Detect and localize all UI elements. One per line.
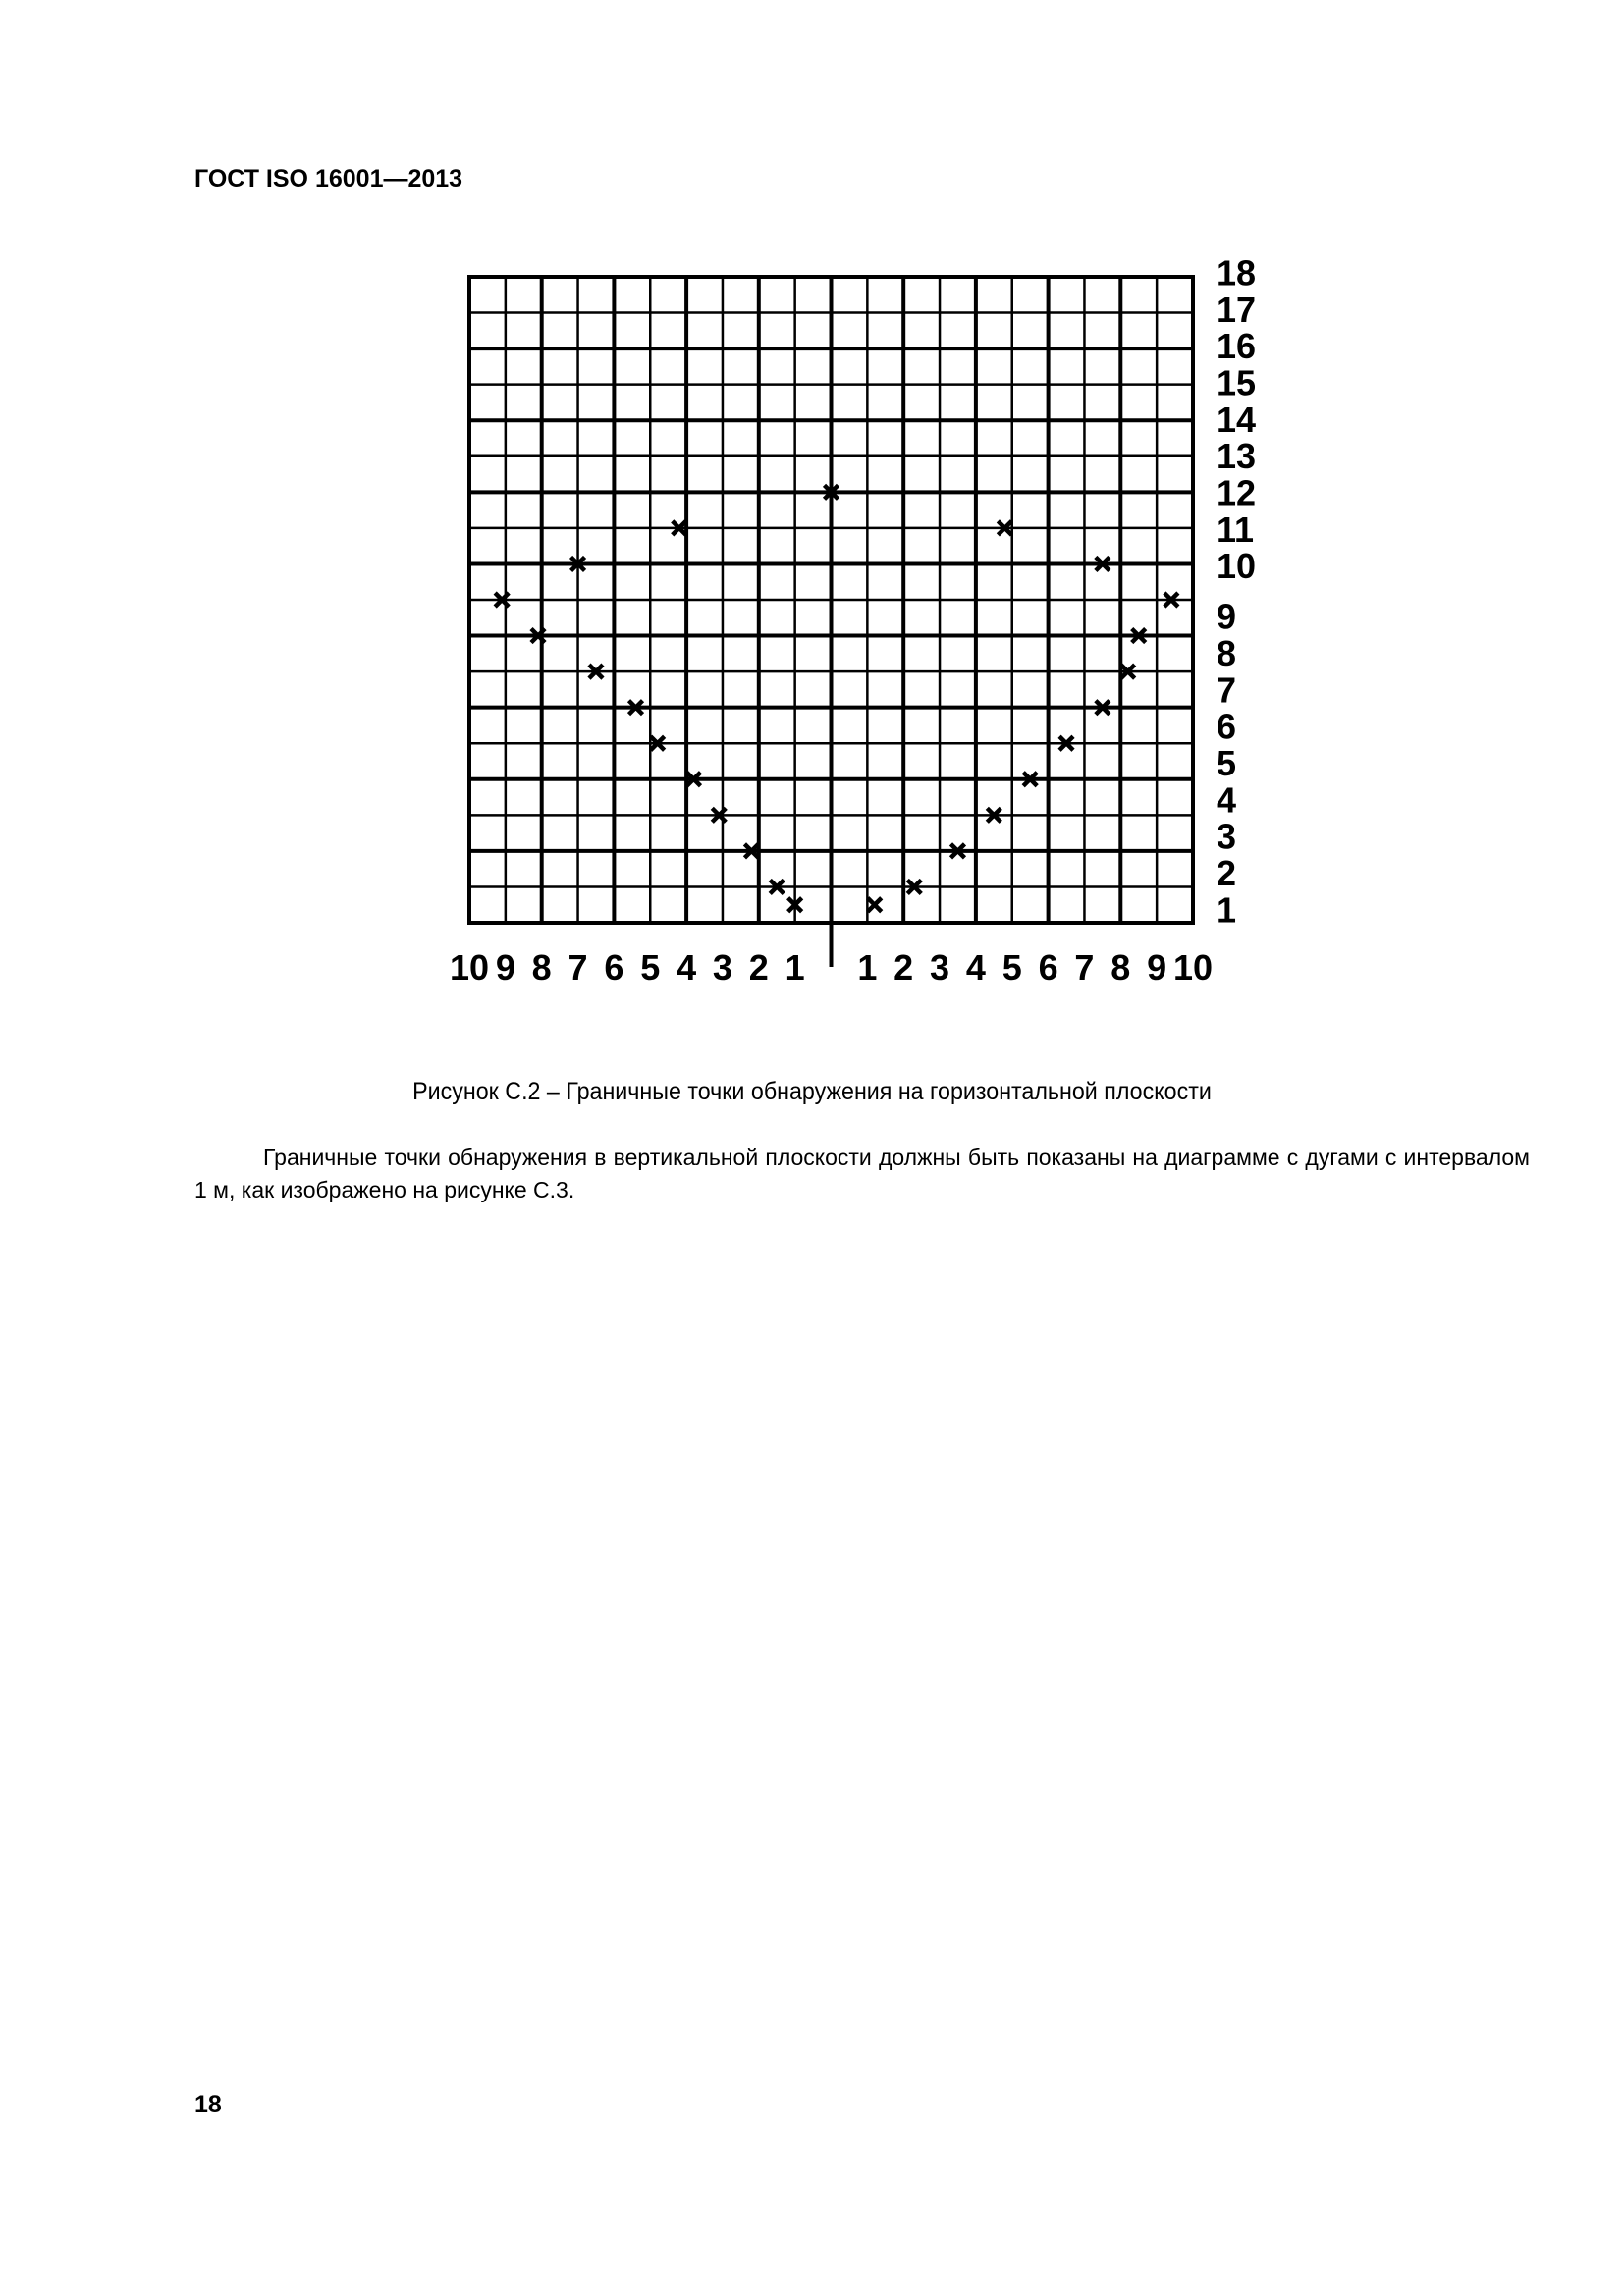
marker-stroke — [684, 771, 703, 788]
x-tick-label: 4 — [677, 947, 696, 988]
marker-stroke — [1094, 699, 1111, 717]
x-tick-label: 9 — [1147, 947, 1166, 988]
data-point-x-marker — [948, 842, 967, 860]
y-tick-label: 12 — [1217, 473, 1256, 513]
x-tick-labels: 10 9 8 7 6 5 4 3 2 1 1 2 3 4 5 6 7 8 9 10 — [450, 947, 1213, 988]
page-number: 18 — [194, 2091, 222, 2118]
data-point-x-marker — [768, 878, 785, 896]
x-tick-label: 2 — [749, 947, 769, 988]
marker-stroke — [786, 896, 804, 914]
x-tick-label: 7 — [1074, 947, 1094, 988]
y-tick-label: 17 — [1217, 290, 1256, 330]
x-tick-label: 3 — [930, 947, 949, 988]
x-tick-label: 8 — [1110, 947, 1130, 988]
body-paragraph: Граничные точки обнаружения в вертикальн… — [194, 1145, 1530, 1202]
data-point-x-marker — [529, 626, 547, 645]
data-point-x-marker — [684, 771, 703, 788]
y-tick-label: 11 — [1217, 509, 1254, 550]
marker-stroke — [1094, 555, 1111, 573]
x-tick-label: 5 — [1002, 947, 1022, 988]
marker-stroke — [529, 626, 547, 645]
marker-stroke — [626, 699, 645, 717]
x-tick-label: 6 — [1039, 947, 1058, 988]
x-tick-label: 6 — [604, 947, 623, 988]
marker-stroke — [768, 878, 785, 896]
data-point-x-marker — [493, 591, 511, 609]
data-point-x-marker — [626, 699, 645, 717]
marker-stroke — [671, 519, 688, 537]
y-tick-label: 1 — [1217, 889, 1236, 930]
x-tick-label: 9 — [496, 947, 515, 988]
y-tick-label: 9 — [1217, 597, 1236, 637]
marker-stroke — [985, 806, 1002, 824]
marker-stroke — [742, 842, 761, 860]
x-tick-label: 1 — [857, 947, 877, 988]
marker-stroke — [649, 734, 667, 752]
data-point-x-marker — [1094, 555, 1111, 573]
y-tick-label: 16 — [1217, 326, 1256, 366]
y-tick-label: 7 — [1217, 669, 1236, 710]
data-point-x-marker — [905, 878, 923, 896]
detection-grid-chart: 10 9 8 7 6 5 4 3 2 1 1 2 3 4 5 6 7 8 9 10 12345678910111213… — [450, 252, 1256, 988]
marker-stroke — [1119, 663, 1137, 680]
x-tick-label: 10 — [450, 947, 489, 988]
y-tick-label: 18 — [1217, 252, 1256, 293]
marker-stroke — [493, 591, 511, 609]
marker-stroke — [710, 806, 728, 824]
marker-stroke — [948, 842, 967, 860]
y-tick-label: 15 — [1217, 362, 1256, 402]
data-point-x-marker — [587, 663, 605, 680]
marker-stroke — [866, 896, 884, 914]
data-point-x-marker — [1163, 591, 1180, 609]
x-tick-label: 5 — [640, 947, 660, 988]
x-tick-label: 3 — [713, 947, 732, 988]
marker-stroke — [1021, 771, 1039, 788]
data-point-x-marker — [568, 555, 587, 573]
marker-stroke — [587, 663, 605, 680]
y-tick-label: 2 — [1217, 853, 1236, 893]
y-tick-label: 10 — [1217, 546, 1256, 586]
marker-stroke — [1130, 626, 1148, 645]
data-point-x-marker — [1021, 771, 1039, 788]
y-tick-label: 8 — [1217, 633, 1236, 673]
y-tick-label: 6 — [1217, 707, 1236, 747]
data-point-x-marker — [985, 806, 1002, 824]
x-tick-label: 1 — [785, 947, 805, 988]
document-header: ГОСТ ISO 16001—2013 — [194, 165, 463, 192]
data-point-x-marker — [786, 896, 804, 914]
marker-stroke — [568, 555, 587, 573]
data-point-x-marker — [866, 896, 884, 914]
y-tick-label: 4 — [1217, 779, 1236, 820]
marker-stroke — [822, 483, 840, 501]
x-tick-label: 7 — [568, 947, 588, 988]
data-points — [493, 483, 1180, 914]
x-tick-label: 10 — [1173, 947, 1213, 988]
y-tick-label: 13 — [1217, 436, 1256, 476]
data-point-x-marker — [742, 842, 761, 860]
grid-lines — [467, 275, 1195, 967]
data-point-x-marker — [822, 483, 840, 501]
data-point-x-marker — [710, 806, 728, 824]
y-tick-label: 14 — [1217, 400, 1256, 440]
data-point-x-marker — [649, 734, 667, 752]
y-tick-label: 5 — [1217, 743, 1236, 783]
data-point-x-marker — [1094, 699, 1111, 717]
data-point-x-marker — [1119, 663, 1137, 680]
x-tick-label: 8 — [532, 947, 552, 988]
marker-stroke — [905, 878, 923, 896]
data-point-x-marker — [996, 519, 1013, 537]
marker-stroke — [1163, 591, 1180, 609]
x-tick-label: 4 — [966, 947, 986, 988]
figure-caption: Рисунок С.2 – Граничные точки обнаружени… — [412, 1078, 1212, 1105]
y-tick-label: 3 — [1217, 817, 1236, 857]
marker-stroke — [1057, 734, 1075, 752]
data-point-x-marker — [671, 519, 688, 537]
data-point-x-marker — [1057, 734, 1075, 752]
marker-stroke — [996, 519, 1013, 537]
data-point-x-marker — [1130, 626, 1148, 645]
x-tick-label: 2 — [893, 947, 913, 988]
